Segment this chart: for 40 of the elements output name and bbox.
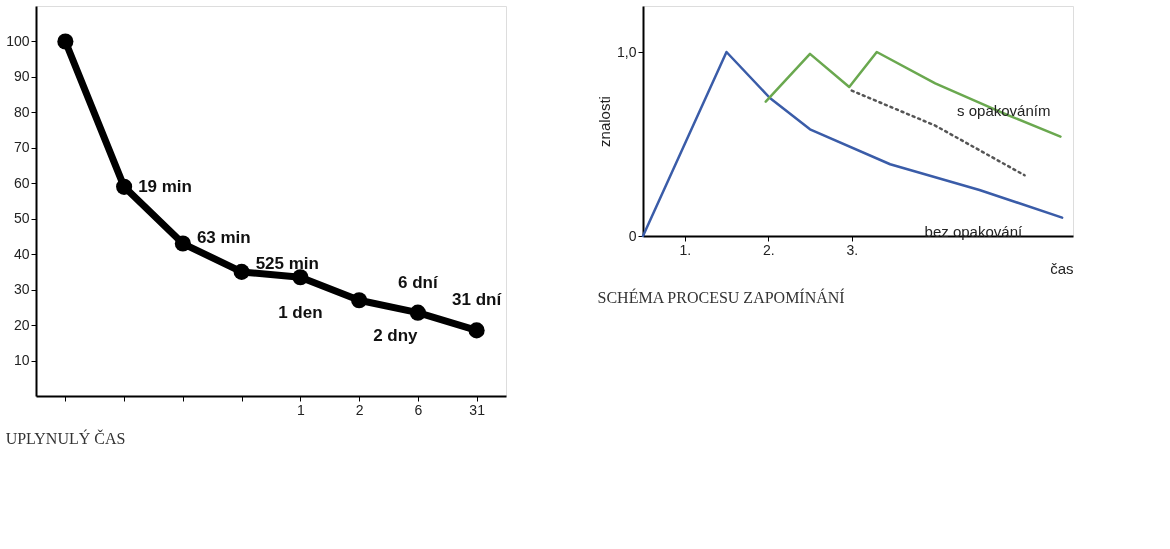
- y-tick-label: 20: [13, 316, 30, 333]
- point: [174, 235, 191, 252]
- y-tick-label: 40: [13, 245, 30, 262]
- y-tick-label: 0: [628, 227, 637, 244]
- x-tick-label: 2.: [762, 241, 775, 258]
- point: [351, 292, 368, 309]
- x-tick-label: 31: [469, 401, 486, 418]
- point: [292, 269, 309, 286]
- y-axis-title: znalosti: [596, 96, 614, 147]
- y-tick-label: 100: [6, 32, 30, 49]
- annotation: 6 dní: [398, 272, 439, 292]
- y-tick-label: 80: [13, 103, 30, 120]
- y-tick-label: 50: [13, 210, 30, 227]
- annotation: 31 dní: [452, 290, 503, 310]
- y-tick-label: 10: [13, 352, 30, 369]
- y-tick-label: 1,0: [617, 43, 637, 60]
- annotation: 2 dny: [373, 326, 419, 346]
- line-series: [764, 50, 1062, 138]
- annotation: 1 den: [278, 303, 323, 323]
- point: [116, 178, 133, 195]
- point: [409, 304, 426, 321]
- y-tick-label: 90: [13, 68, 30, 85]
- x-tick-label: 1.: [679, 241, 692, 258]
- x-tick-label: 1: [296, 401, 305, 418]
- text: UPLYNULÝ ČAS: [5, 429, 126, 447]
- text: SCHÉMA PROCESU ZAPOMÍNÁNÍ: [597, 288, 845, 306]
- annotation: 19 min: [138, 176, 192, 196]
- y-tick-label: 30: [13, 281, 30, 298]
- point: [233, 263, 250, 280]
- x-tick-label: 6: [414, 401, 423, 418]
- x-tick-label: 2: [355, 401, 364, 418]
- x-axis-title: čas: [1050, 259, 1074, 277]
- y-tick-label: 60: [13, 174, 30, 191]
- point: [468, 322, 485, 339]
- annotation: 525 min: [255, 253, 319, 273]
- annotation: 63 min: [196, 227, 251, 247]
- y-tick-label: 70: [13, 139, 30, 156]
- x-tick-label: 3.: [846, 241, 859, 258]
- line-series: [641, 50, 1064, 238]
- point: [57, 33, 74, 50]
